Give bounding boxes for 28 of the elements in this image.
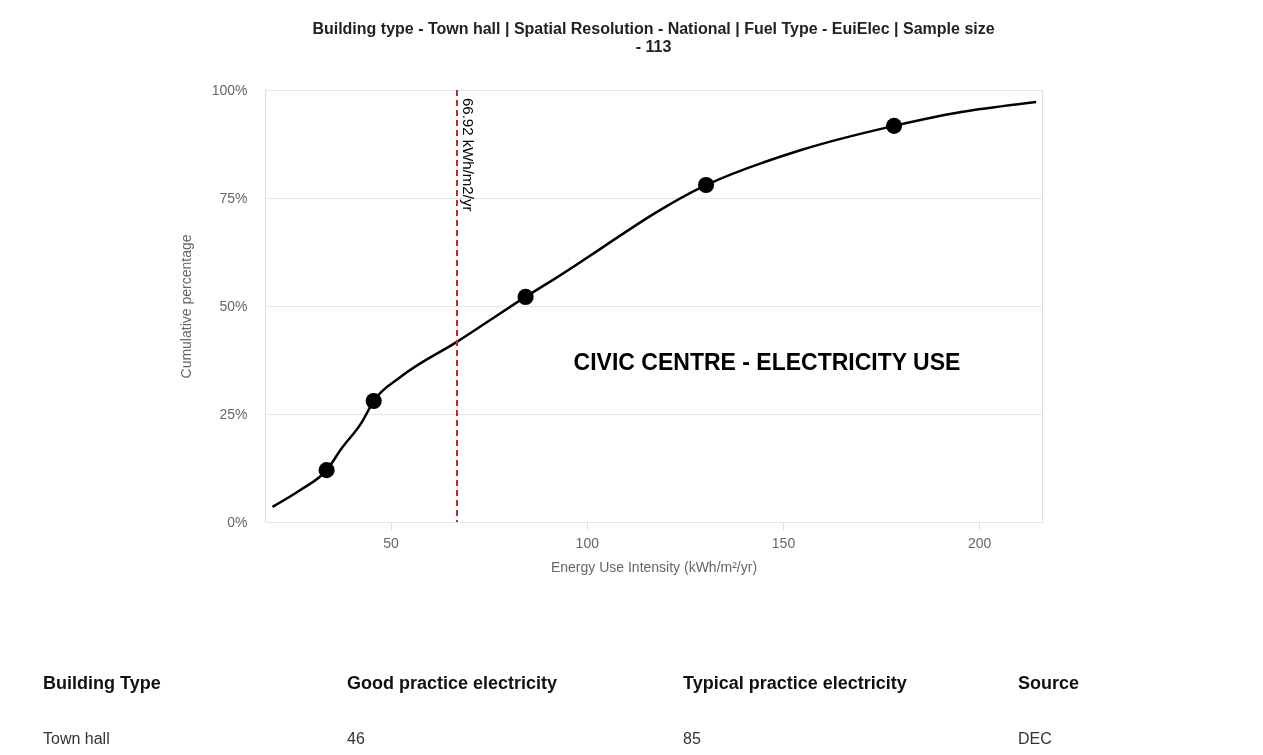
text: Source — [1018, 673, 1080, 693]
y-axis-title: Cumulative percentage — [177, 234, 194, 379]
point — [885, 117, 903, 134]
annotation: CIVIC CENTRE - ELECTRICITY USE — [573, 349, 961, 375]
point — [318, 462, 335, 479]
text: Building Type — [43, 673, 161, 693]
line-series — [271, 100, 1038, 509]
text: DEC — [1018, 730, 1052, 747]
text: 46 — [347, 730, 365, 747]
ref-line-label: 66.92 kWh/m2/yr — [459, 98, 477, 212]
text: 85 — [683, 730, 701, 747]
text: Good practice electricity — [347, 673, 558, 693]
y-tick-label: 50% — [219, 297, 248, 314]
x-axis-title: Energy Use Intensity (kWh/m²/yr) — [550, 558, 758, 575]
y-tick-label: 100% — [211, 81, 248, 98]
x-tick-label: 200 — [968, 534, 992, 551]
y-tick-label: 25% — [219, 405, 248, 422]
point — [698, 176, 715, 194]
point — [517, 288, 534, 305]
point — [365, 392, 382, 410]
text: Typical practice electricity — [683, 673, 907, 693]
y-tick-label: 75% — [219, 189, 248, 206]
y-tick-label: 0% — [227, 513, 248, 530]
text: Town hall — [43, 730, 110, 747]
x-tick-label: 150 — [771, 534, 796, 551]
x-tick-label: 50 — [383, 534, 400, 551]
chart-title: Building type - Town hall | Spatial Resolution - National | Fuel Type - EuiElec | Sample size - 113 — [312, 20, 995, 55]
x-tick-label: 100 — [575, 534, 600, 551]
